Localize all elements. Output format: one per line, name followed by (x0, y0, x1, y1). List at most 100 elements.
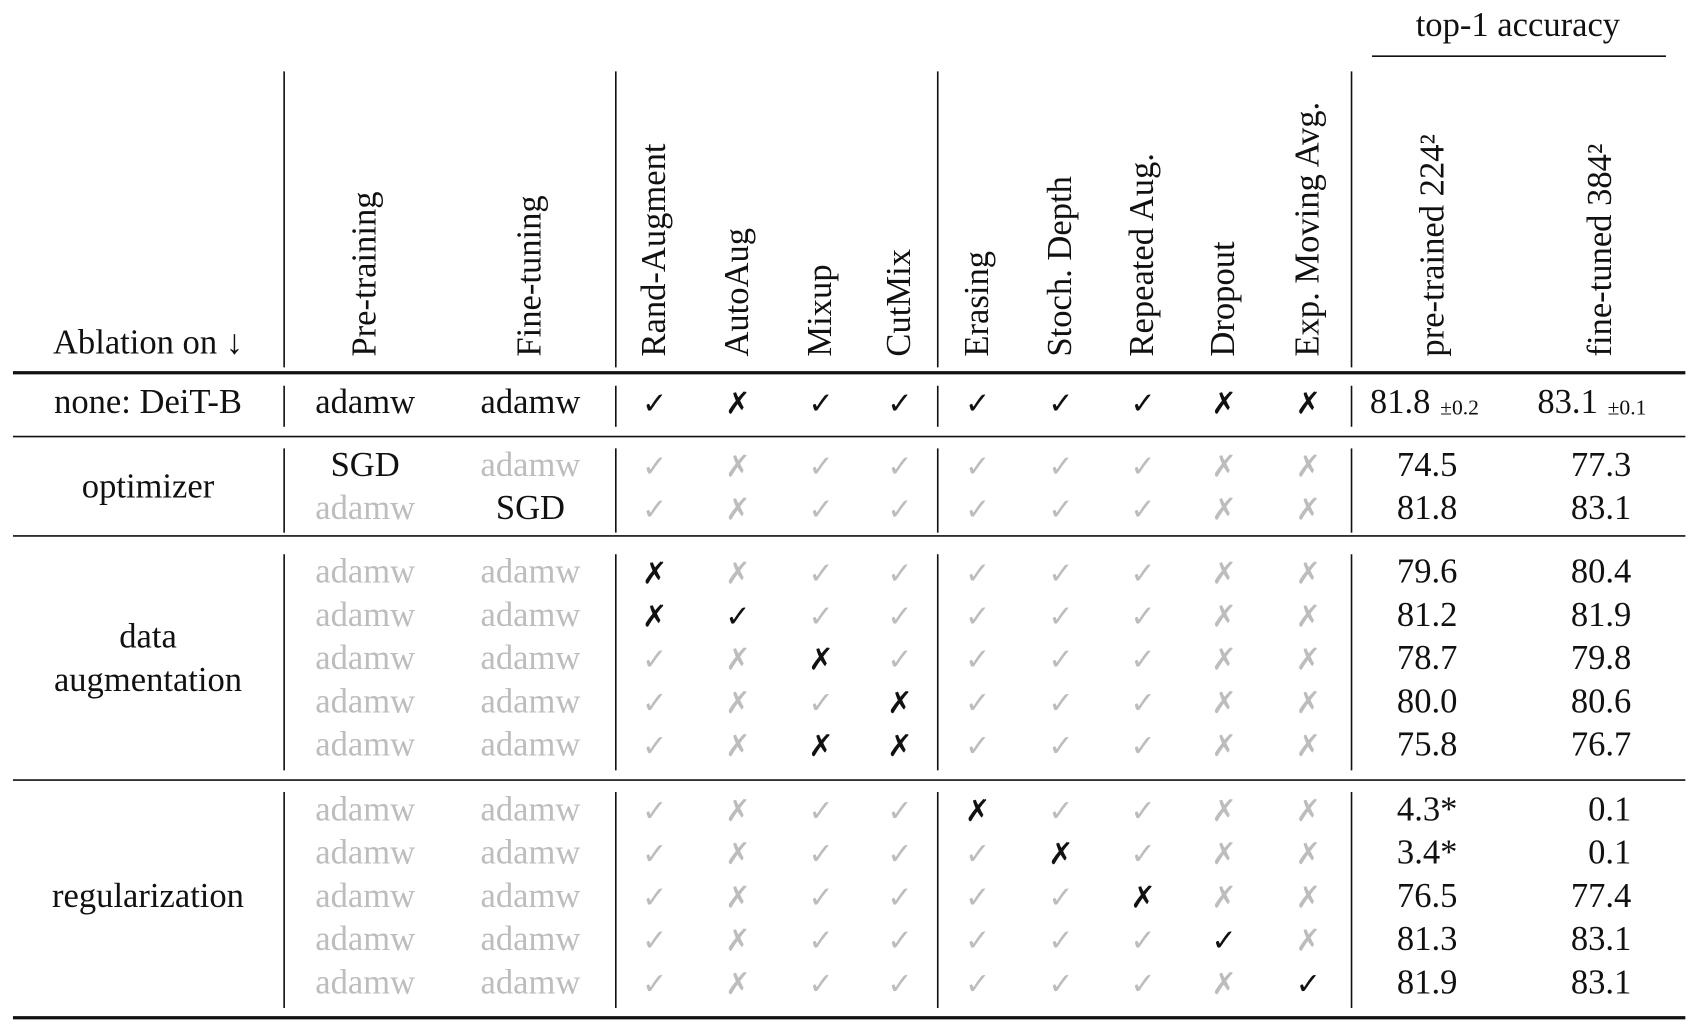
check-mark: ✓ (965, 924, 990, 959)
check-mark: ✓ (887, 449, 912, 484)
check-mark: ✗ (642, 556, 667, 591)
accuracy: 4.3* (1397, 790, 1457, 828)
check-mark: ✗ (1296, 600, 1321, 635)
check-mark: ✗ (725, 686, 750, 721)
check-mark: ✗ (1296, 387, 1321, 422)
optimizer-cell: SGD (496, 489, 565, 527)
check-mark: ✗ (1296, 686, 1321, 721)
optimizer-cell: adamw (481, 834, 581, 872)
accuracy: 81.9 (1397, 963, 1457, 1001)
check-mark: ✓ (1130, 600, 1155, 635)
optimizer-cell: adamw (315, 383, 415, 421)
check-mark: ✓ (1048, 794, 1073, 829)
optimizer-cell: adamw (481, 877, 581, 915)
check-mark: ✓ (808, 837, 833, 872)
check-mark: ✓ (1130, 729, 1155, 764)
check-mark: ✓ (642, 449, 667, 484)
check-mark: ✓ (808, 924, 833, 959)
check-mark: ✓ (965, 967, 990, 1002)
accuracy-std: ±0.2 (1440, 395, 1479, 419)
optimizer-cell: adamw (481, 596, 581, 634)
optimizer-cell: adamw (315, 553, 415, 591)
check-mark: ✓ (1211, 924, 1236, 959)
accuracy: 77.4 (1571, 877, 1631, 915)
accuracy: 83.1 (1571, 489, 1631, 527)
group-label: data (119, 618, 177, 656)
check-mark: ✓ (1048, 387, 1073, 422)
ablation-label: Ablation on ↓ (53, 324, 243, 362)
check-mark: ✓ (642, 967, 667, 1002)
top-label: top-1 accuracy (1416, 6, 1621, 44)
check-mark: ✓ (642, 493, 667, 528)
check-mark: ✗ (725, 794, 750, 829)
check-mark: ✗ (1211, 729, 1236, 764)
check-mark: ✗ (1130, 880, 1155, 915)
check-mark: ✗ (725, 880, 750, 915)
check-mark: ✓ (642, 643, 667, 678)
accuracy: 81.9 (1571, 596, 1631, 634)
column-header: Repeated Aug. (1123, 153, 1161, 356)
optimizer-cell: adamw (315, 877, 415, 915)
check-mark: ✓ (1048, 556, 1073, 591)
optimizer-cell: adamw (481, 553, 581, 591)
check-mark: ✗ (1296, 556, 1321, 591)
check-mark: ✗ (1211, 556, 1236, 591)
accuracy: 80.4 (1571, 553, 1631, 591)
optimizer-cell: adamw (315, 489, 415, 527)
accuracy: 3.4* (1397, 834, 1457, 872)
check-mark: ✓ (887, 556, 912, 591)
check-mark: ✓ (1130, 556, 1155, 591)
column-header: pre-trained 224² (1414, 134, 1452, 356)
accuracy: 74.5 (1397, 446, 1457, 484)
check-mark: ✗ (1211, 686, 1236, 721)
check-mark: ✓ (1048, 880, 1073, 915)
check-mark: ✓ (1048, 967, 1073, 1002)
optimizer-cell: adamw (481, 726, 581, 764)
optimizer-cell: adamw (481, 920, 581, 958)
optimizer-cell: adamw (315, 726, 415, 764)
accuracy: 83.1 (1537, 383, 1597, 421)
check-mark: ✗ (965, 794, 990, 829)
optimizer-cell: adamw (315, 963, 415, 1001)
accuracy: 76.7 (1571, 726, 1631, 764)
accuracy: 81.3 (1397, 920, 1457, 958)
optimizer-cell: adamw (315, 920, 415, 958)
column-header: Pre-training (345, 191, 383, 356)
check-mark: ✓ (1130, 967, 1155, 1002)
check-mark: ✗ (725, 924, 750, 959)
optimizer-cell: adamw (481, 639, 581, 677)
check-mark: ✓ (887, 967, 912, 1002)
check-mark: ✓ (887, 643, 912, 678)
check-mark: ✗ (1296, 880, 1321, 915)
check-mark: ✓ (965, 880, 990, 915)
check-mark: ✓ (1130, 924, 1155, 959)
check-mark: ✗ (725, 556, 750, 591)
check-mark: ✗ (1048, 837, 1073, 872)
check-mark: ✗ (725, 449, 750, 484)
optimizer-cell: adamw (481, 963, 581, 1001)
accuracy: 81.8 (1397, 489, 1457, 527)
check-mark: ✓ (965, 600, 990, 635)
check-mark: ✗ (1211, 967, 1236, 1002)
check-mark: ✓ (965, 387, 990, 422)
check-mark: ✗ (642, 600, 667, 635)
check-mark: ✗ (725, 493, 750, 528)
check-mark: ✓ (1130, 449, 1155, 484)
accuracy: 0.1 (1588, 790, 1631, 828)
optimizer-cell: adamw (315, 639, 415, 677)
column-header: CutMix (880, 249, 918, 357)
check-mark: ✗ (725, 729, 750, 764)
group-label: augmentation (54, 661, 242, 699)
check-mark: ✓ (965, 686, 990, 721)
column-header: Exp. Moving Avg. (1288, 102, 1326, 357)
check-mark: ✓ (965, 556, 990, 591)
check-mark: ✗ (1296, 449, 1321, 484)
check-mark: ✓ (808, 880, 833, 915)
optimizer-cell: SGD (331, 446, 400, 484)
check-mark: ✓ (642, 729, 667, 764)
optimizer-cell: adamw (315, 834, 415, 872)
check-mark: ✗ (1296, 794, 1321, 829)
check-mark: ✗ (1296, 729, 1321, 764)
check-mark: ✗ (1211, 493, 1236, 528)
check-mark: ✗ (1296, 493, 1321, 528)
